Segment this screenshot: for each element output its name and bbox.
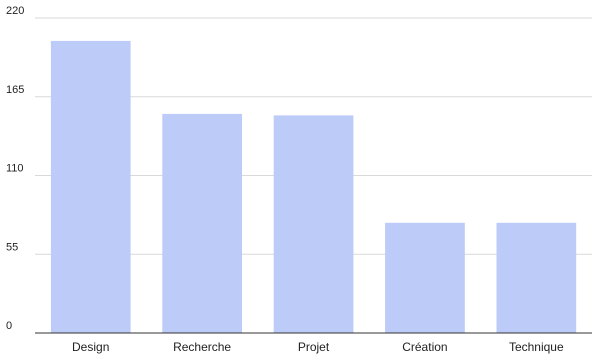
x-axis-category-labels: Design Recherche Projet Création Technique: [72, 340, 564, 354]
y-tick-label: 55: [6, 241, 18, 253]
bars: [51, 41, 576, 333]
bar-projet: [274, 115, 354, 333]
bar-création: [385, 223, 465, 333]
x-category-label: Projet: [298, 340, 330, 354]
x-category-label: Technique: [509, 340, 564, 354]
bar-recherche: [162, 114, 242, 333]
y-axis-tick-labels: 0 55 110 165 220: [6, 5, 24, 332]
y-tick-label: 110: [6, 163, 24, 175]
y-tick-label: 165: [6, 84, 24, 96]
x-category-label: Création: [402, 340, 447, 354]
bar-design: [51, 41, 131, 333]
y-tick-label: 0: [6, 320, 12, 332]
bar-technique: [497, 223, 577, 333]
x-category-label: Design: [72, 340, 109, 354]
x-category-label: Recherche: [173, 340, 231, 354]
y-tick-label: 220: [6, 5, 24, 17]
